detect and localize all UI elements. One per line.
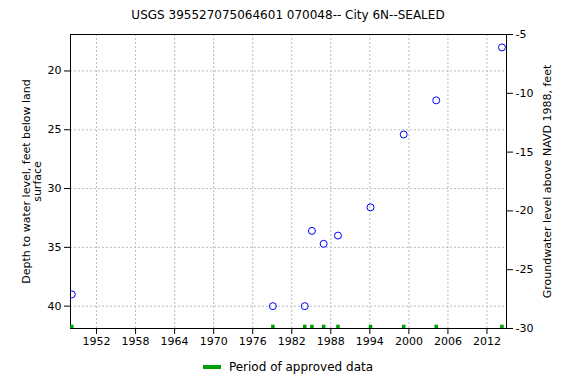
svg-text:25: 25 bbox=[48, 123, 62, 136]
svg-text:1970: 1970 bbox=[200, 335, 228, 348]
svg-text:-20: -20 bbox=[516, 204, 534, 217]
svg-text:2006: 2006 bbox=[434, 335, 462, 348]
html-text:Period of approved data: Period of approved data bbox=[228, 360, 374, 374]
svg-text:-10: -10 bbox=[516, 87, 534, 100]
svg-text:1988: 1988 bbox=[317, 335, 345, 348]
svg-text:Groundwater level above NAVD 1: Groundwater level above NAVD 1988, feet bbox=[541, 64, 554, 298]
svg-text:1964: 1964 bbox=[161, 335, 189, 348]
svg-text:-5: -5 bbox=[516, 28, 527, 41]
svg-text:1958: 1958 bbox=[122, 335, 150, 348]
svg-text:40: 40 bbox=[48, 300, 62, 313]
svg-text:1994: 1994 bbox=[356, 335, 384, 348]
svg-text:30: 30 bbox=[48, 182, 62, 195]
svg-text:1976: 1976 bbox=[239, 335, 267, 348]
svg-text:35: 35 bbox=[48, 241, 62, 254]
svg-text:-25: -25 bbox=[516, 263, 534, 276]
svg-text:-30: -30 bbox=[516, 322, 534, 335]
svg-text:Depth to water level, feet bel: Depth to water level, feet below landsur… bbox=[20, 79, 44, 284]
svg-text:2012: 2012 bbox=[473, 335, 501, 348]
svg-text:1952: 1952 bbox=[83, 335, 111, 348]
svg-text:-15: -15 bbox=[516, 146, 534, 159]
svg-text:20: 20 bbox=[48, 64, 62, 77]
svg-text:2000: 2000 bbox=[395, 335, 423, 348]
html-text:USGS 395527075064601 070048--: USGS 395527075064601 070048-- City 6N--S… bbox=[131, 8, 445, 22]
svg-text:1982: 1982 bbox=[278, 335, 306, 348]
